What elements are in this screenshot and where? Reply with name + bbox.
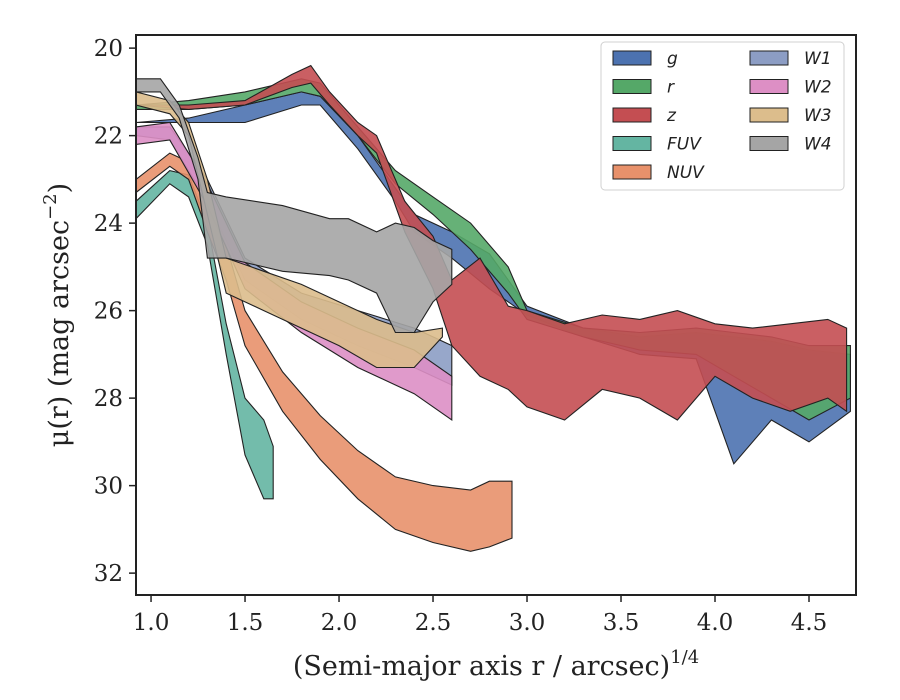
y-axis-label: μ(r) (mag arcsec−2) (40, 183, 75, 447)
legend-swatch (612, 50, 652, 66)
legend-swatch (612, 136, 652, 151)
band-w4 (136, 78, 453, 334)
x-tick-label: 1.0 (133, 610, 170, 636)
y-tick-label: 22 (94, 124, 123, 150)
legend-label: NUV (667, 163, 705, 183)
legend-swatch (749, 136, 789, 151)
y-tick-label: 30 (94, 474, 123, 500)
x-tick-label: 1.5 (227, 610, 264, 636)
legend-label: g (667, 49, 678, 69)
x-tick-label: 2.5 (415, 610, 452, 636)
band-layer (136, 64, 851, 552)
legend-label: W1 (804, 49, 832, 69)
legend-label: z (666, 106, 677, 126)
x-tick-label: 4.0 (697, 610, 734, 636)
y-tick-label: 32 (94, 561, 123, 587)
plot-frame (135, 34, 857, 596)
y-tick-label: 24 (94, 211, 123, 237)
x-tick-label: 3.5 (603, 610, 640, 636)
y-axis: 20 22 24 26 28 30 32 (94, 36, 136, 587)
y-tick-label: 28 (94, 386, 123, 412)
x-axis: 1.0 1.5 2.0 2.5 3.0 3.5 4.0 4.5 (133, 595, 828, 636)
legend-swatch (749, 107, 789, 123)
legend-label: W4 (804, 135, 832, 155)
legend-label: W2 (804, 78, 832, 98)
x-tick-label: 4.5 (791, 610, 828, 636)
legend-swatch (612, 107, 652, 123)
y-tick-label: 26 (94, 299, 123, 325)
legend-label: FUV (667, 135, 702, 155)
x-axis-label: (Semi-major axis r / arcsec)1/4 (293, 647, 699, 682)
band-z (136, 64, 848, 421)
legend-swatch (612, 79, 652, 94)
x-tick-label: 3.0 (509, 610, 546, 636)
legend-label: W3 (804, 106, 832, 126)
legend: grz FUV NUV W1 W2 W3 W4 (600, 41, 845, 191)
x-tick-label: 2.0 (321, 610, 358, 636)
legend-swatch (612, 164, 652, 180)
legend-swatch (749, 50, 789, 66)
legend-label: r (667, 78, 675, 98)
y-tick-label: 20 (94, 36, 123, 62)
legend-swatch (749, 79, 789, 94)
